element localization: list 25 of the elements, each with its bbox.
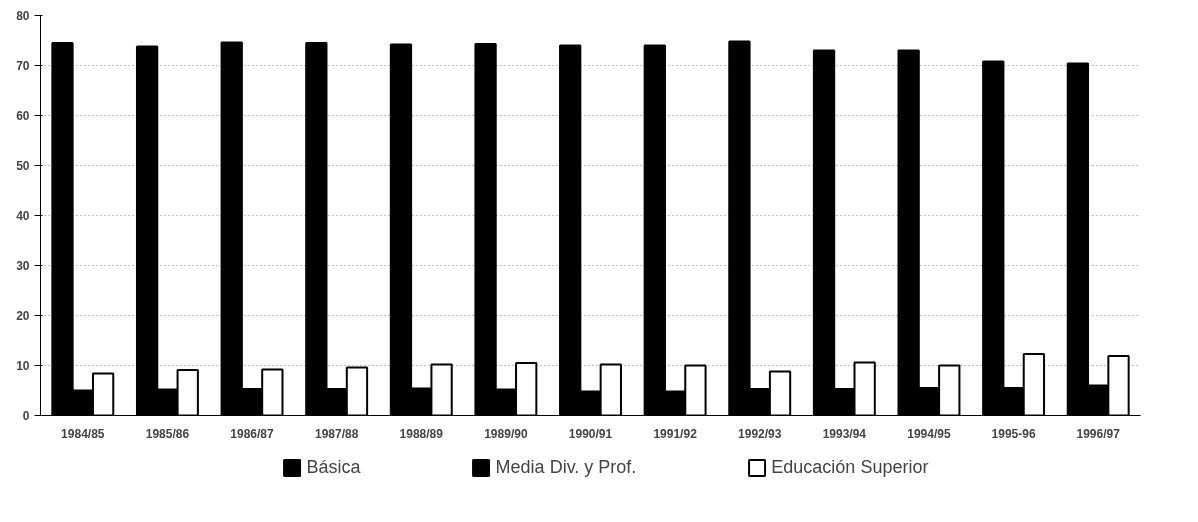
- y-tick-label: 50: [16, 159, 30, 173]
- legend-label: Educación Superior: [771, 456, 929, 478]
- x-tick-label: 1991/92: [653, 426, 698, 441]
- x-tick-label: 1992/93: [738, 426, 782, 441]
- x-tick-label: 1995-96: [991, 426, 1036, 441]
- x-tick-label: 1987/88: [314, 426, 359, 441]
- y-tick-label: 10: [16, 359, 30, 373]
- y-tick-label: 70: [16, 59, 30, 73]
- y-tick-label: 0: [22, 409, 30, 423]
- x-tick-label: 1990/91: [568, 426, 613, 441]
- legend-label: Básica: [306, 456, 361, 478]
- x-tick-label: 1985/86: [145, 426, 190, 441]
- y-tick-label: 30: [16, 259, 30, 273]
- legend-label: Media Div. y Prof.: [495, 456, 637, 478]
- y-tick-label: 40: [16, 209, 30, 223]
- x-tick-label: 1994/95: [907, 426, 951, 441]
- x-tick-label: 1986/87: [230, 426, 275, 441]
- x-tick-label: 1993/94: [822, 426, 867, 441]
- y-tick-label: 60: [16, 109, 30, 123]
- x-tick-label: 1984/85: [61, 426, 105, 441]
- x-tick-label: 1988/89: [399, 426, 444, 441]
- y-tick-label: 20: [16, 309, 30, 323]
- x-tick-label: 1989/90: [484, 426, 528, 441]
- y-tick-label: 80: [16, 9, 30, 23]
- x-tick-label: 1996/97: [1076, 426, 1121, 441]
